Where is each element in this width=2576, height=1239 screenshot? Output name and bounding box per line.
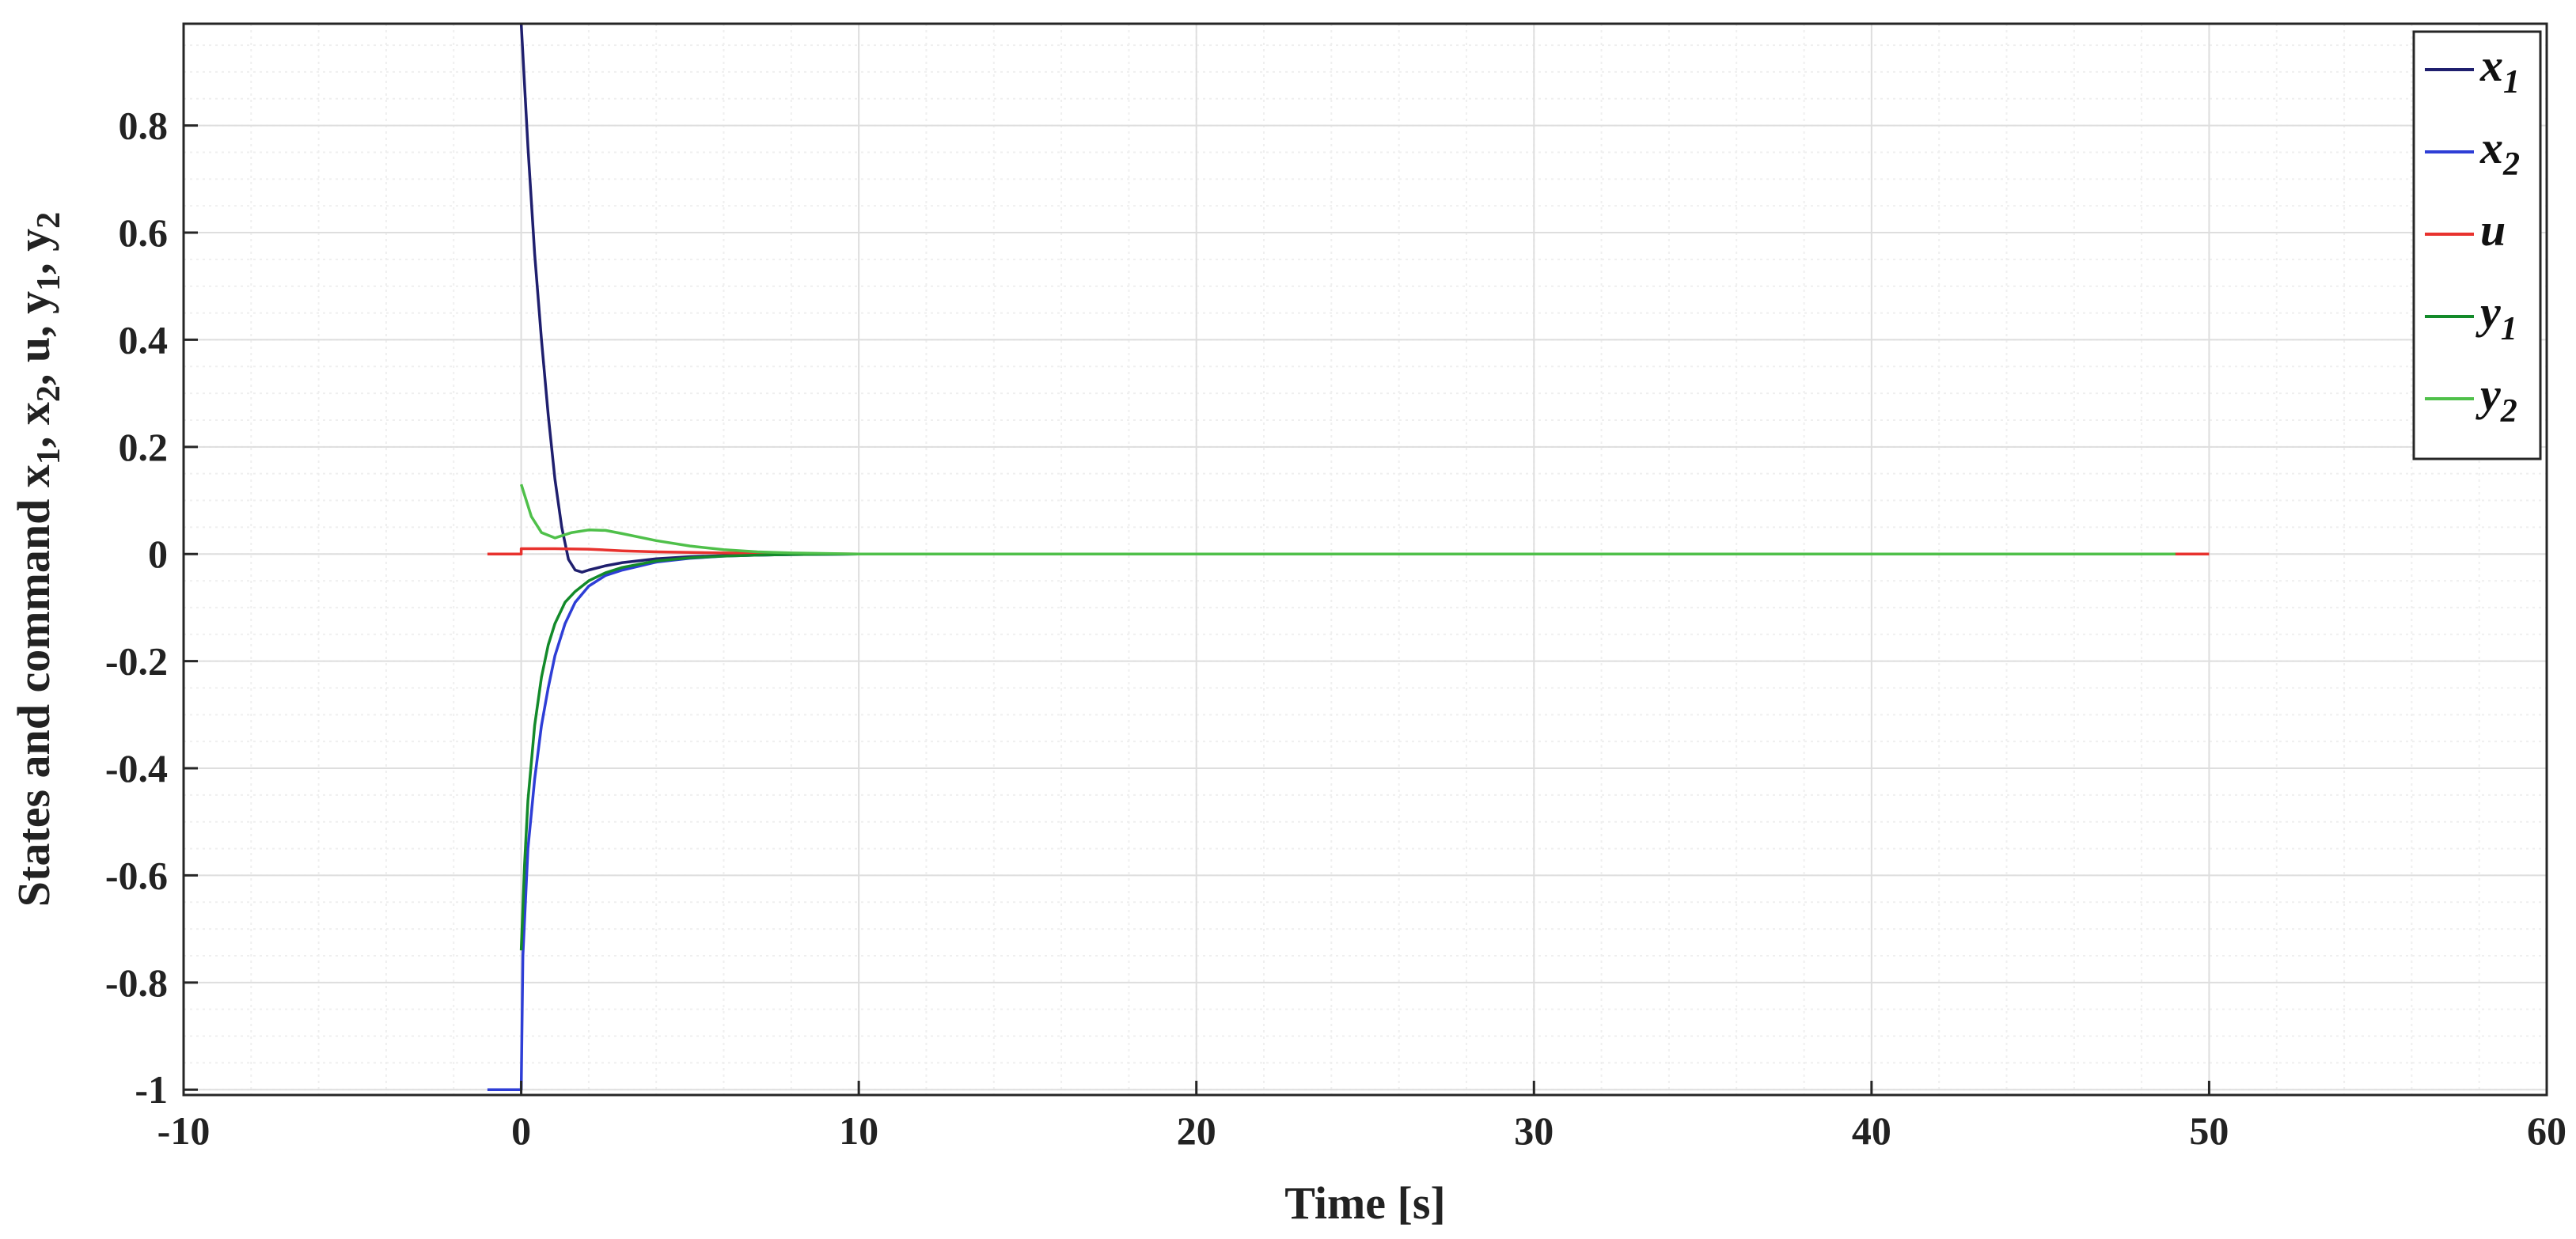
- x-tick-label: 60: [2527, 1108, 2567, 1153]
- y-axis-label-part: , y: [8, 229, 59, 275]
- y-tick-label: 0.8: [119, 104, 169, 148]
- legend-entry-subscript: 2: [2502, 146, 2520, 183]
- legend-entry-name: u: [2480, 204, 2506, 256]
- legend-entry-name: y: [2475, 369, 2501, 420]
- legend-entry-name: x: [2479, 40, 2503, 91]
- y-axis-label-subscript: 1: [31, 275, 67, 291]
- y-tick-label: 0: [148, 532, 168, 576]
- legend-entry-label: y2: [2475, 369, 2517, 430]
- legend-entry-label: y1: [2475, 286, 2517, 347]
- y-tick-label: 0.6: [119, 210, 169, 255]
- y-tick-label: 0.2: [119, 425, 169, 469]
- series-line-y2: [519, 483, 2176, 555]
- legend-entry-label: x2: [2479, 122, 2520, 183]
- y-tick-label: 0.4: [119, 317, 169, 362]
- x-axis: -10 0 10 20 30 40 50 60: [157, 1081, 2567, 1153]
- x-tick-label: 50: [2189, 1108, 2229, 1153]
- legend-entry-name: y: [2475, 286, 2501, 338]
- legend-entry-label: x1: [2479, 40, 2520, 100]
- x-tick-label: 40: [1852, 1108, 1891, 1153]
- x-axis-label: Time [s]: [1284, 1177, 1446, 1229]
- legend-entry-subscript: 1: [2501, 311, 2517, 347]
- x-tick-label: -10: [157, 1108, 211, 1153]
- y-axis-label-part: , x: [8, 402, 59, 448]
- legend-entry-name: x: [2479, 122, 2503, 173]
- plot-area-frame: [182, 22, 2548, 1097]
- y-axis-label-subscript: 1: [31, 448, 67, 464]
- y-tick-label: -0.2: [105, 639, 168, 684]
- x-tick-label: 0: [511, 1108, 531, 1153]
- y-tick-label: -0.6: [105, 853, 168, 897]
- legend-box: [2412, 30, 2542, 460]
- y-axis-label-part: , u, y: [8, 291, 59, 385]
- y-axis-label-subscript: 2: [31, 212, 67, 229]
- x-tick-label: 20: [1177, 1108, 1216, 1153]
- y-axis-label-subscript: 2: [31, 385, 67, 402]
- legend-entry-subscript: 2: [2500, 393, 2517, 430]
- legend-entry-subscript: 1: [2503, 64, 2520, 100]
- y-axis-label: States and command x1, x2, u, y1, y2: [8, 212, 67, 907]
- y-tick-label: -1: [135, 1067, 168, 1112]
- legend-entry-label: u: [2480, 204, 2506, 256]
- x-tick-label: 30: [1514, 1108, 1554, 1153]
- x-tick-label: 10: [839, 1108, 878, 1153]
- series-layer: [487, 23, 2210, 1091]
- y-axis: -1 -0.8 -0.6 -0.4 -0.2 0 0.2 0.4 0.6 0.8: [105, 104, 198, 1112]
- y-tick-label: -0.8: [105, 961, 168, 1005]
- y-tick-label: -0.4: [105, 746, 168, 790]
- y-axis-label-part: States and command x: [8, 464, 59, 907]
